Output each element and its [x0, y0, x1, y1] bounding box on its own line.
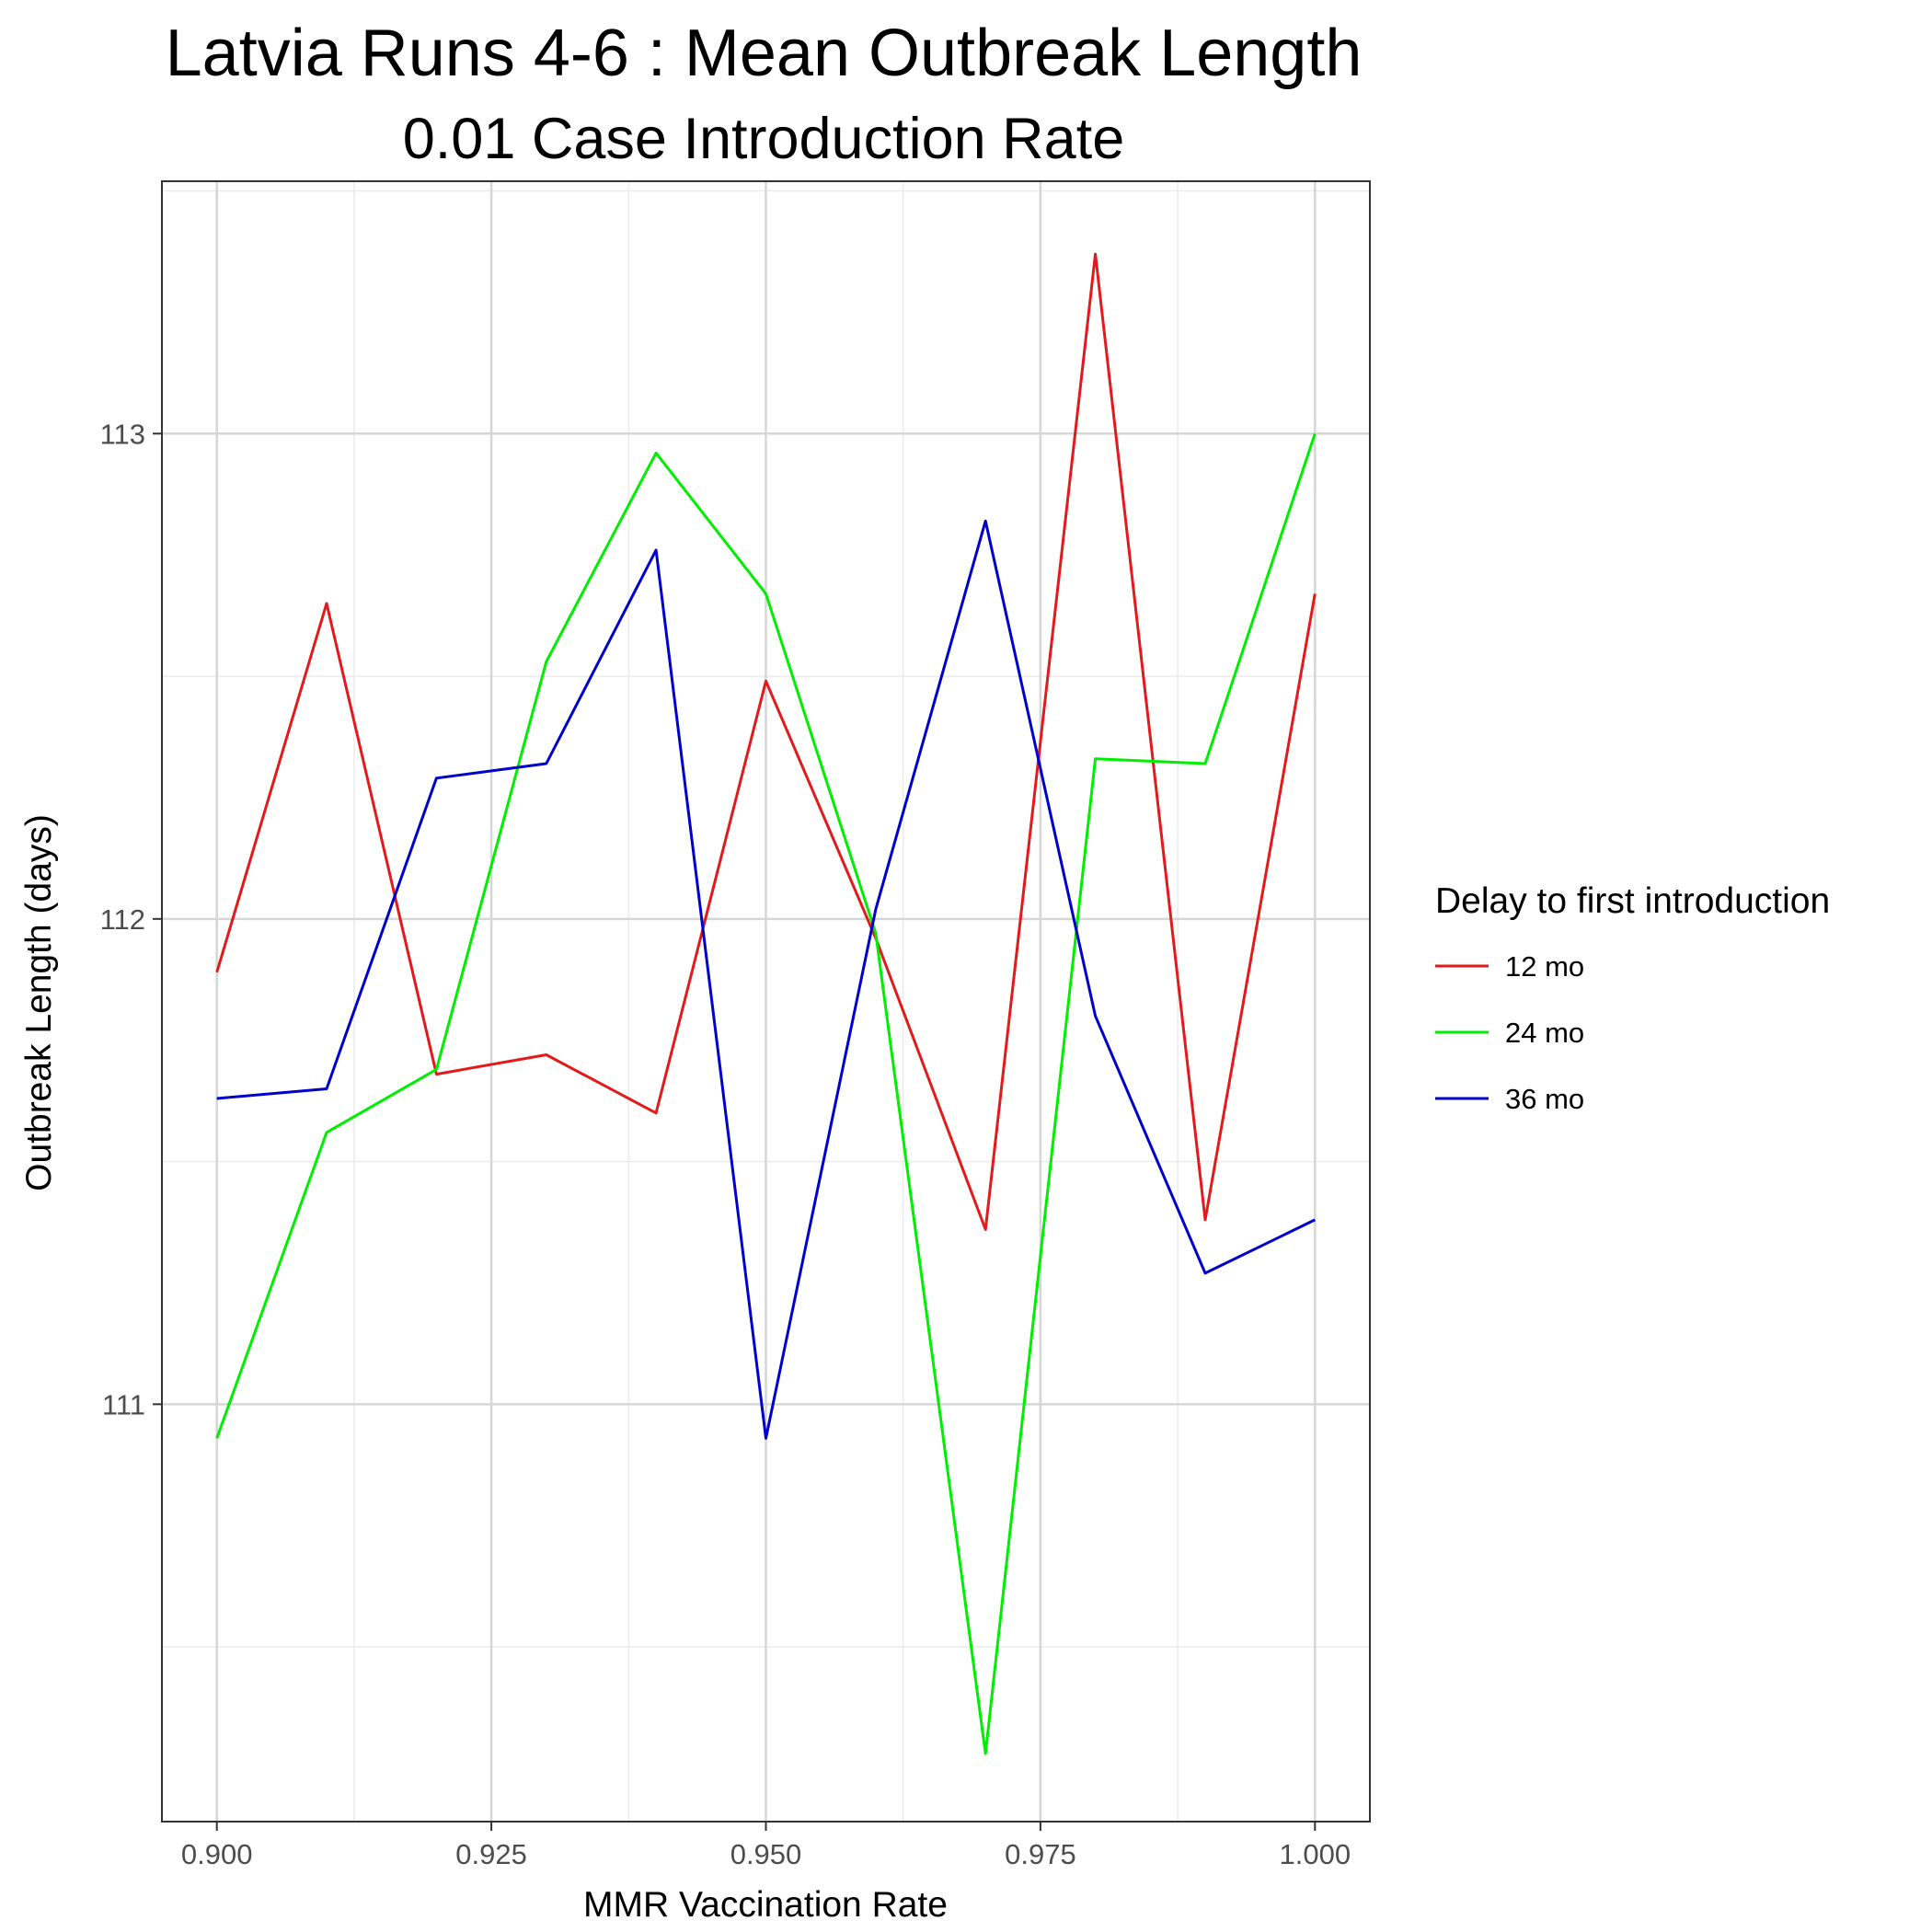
- legend-items: 12 mo 24 mo 36 mo: [1435, 950, 1584, 1115]
- major-gridlines: [162, 181, 1370, 1822]
- series-lines: [215, 252, 1317, 1755]
- x-tick-label: 0.925: [455, 1838, 527, 1870]
- chart-title: Latvia Runs 4-6 : Mean Outbreak Length: [166, 17, 1363, 90]
- series-line-24-mo: [215, 432, 1317, 1755]
- legend-label: 24 mo: [1505, 1017, 1584, 1049]
- y-axis: 111 112 113: [100, 418, 162, 1420]
- y-tick-label: 113: [100, 418, 145, 450]
- legend-label: 36 mo: [1505, 1083, 1584, 1115]
- x-axis: 0.900 0.925 0.950 0.975 1.000: [181, 1822, 1351, 1870]
- legend: Delay to first introduction 12 mo 24 mo 36…: [1435, 881, 1830, 1115]
- x-axis-label: MMR Vaccination Rate: [583, 1885, 948, 1925]
- x-tick-label: 0.900: [181, 1838, 253, 1870]
- legend-title: Delay to first introduction: [1435, 881, 1830, 921]
- y-axis-label: Outbreak Length (days): [19, 814, 59, 1191]
- x-tick-label: 0.975: [1005, 1838, 1076, 1870]
- legend-item: 36 mo: [1435, 1083, 1584, 1115]
- legend-label: 12 mo: [1505, 950, 1584, 983]
- series-line-36-mo: [216, 519, 1316, 1440]
- chart-subtitle: 0.01 Case Introduction Rate: [403, 107, 1125, 171]
- series-line-12-mo: [215, 252, 1317, 1231]
- legend-item: 12 mo: [1435, 950, 1584, 983]
- y-tick-label: 111: [102, 1388, 145, 1420]
- x-tick-label: 0.950: [730, 1838, 802, 1870]
- y-tick-label: 112: [100, 903, 145, 936]
- x-tick-label: 1.000: [1280, 1838, 1351, 1870]
- legend-item: 24 mo: [1435, 1017, 1584, 1049]
